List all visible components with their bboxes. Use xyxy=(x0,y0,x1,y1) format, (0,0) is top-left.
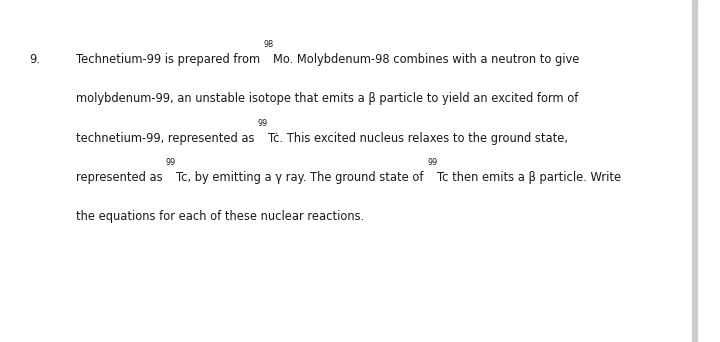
Text: 9.: 9. xyxy=(29,53,40,66)
Text: 99: 99 xyxy=(166,158,176,167)
Text: 99: 99 xyxy=(258,119,268,128)
Text: represented as: represented as xyxy=(76,171,166,184)
Text: Technetium-99 is prepared from: Technetium-99 is prepared from xyxy=(76,53,264,66)
Text: molybdenum-99, an unstable isotope that emits a β particle to yield an excited f: molybdenum-99, an unstable isotope that … xyxy=(76,92,578,105)
Bar xyxy=(693,0,697,342)
Text: technetium-99, represented as: technetium-99, represented as xyxy=(76,132,258,145)
Text: Tċ. This excited nucleus relaxes to the ground state,: Tċ. This excited nucleus relaxes to the… xyxy=(268,132,568,145)
Text: Tc, by emitting a γ ray. The ground state of: Tc, by emitting a γ ray. The ground stat… xyxy=(176,171,427,184)
Text: 99: 99 xyxy=(427,158,438,167)
Text: Mo. Molybdenum-98 combines with a neutron to give: Mo. Molybdenum-98 combines with a neutro… xyxy=(274,53,580,66)
Text: Tc then emits a β particle. Write: Tc then emits a β particle. Write xyxy=(438,171,621,184)
Text: the equations for each of these nuclear reactions.: the equations for each of these nuclear … xyxy=(76,210,364,223)
Text: 98: 98 xyxy=(264,40,274,49)
